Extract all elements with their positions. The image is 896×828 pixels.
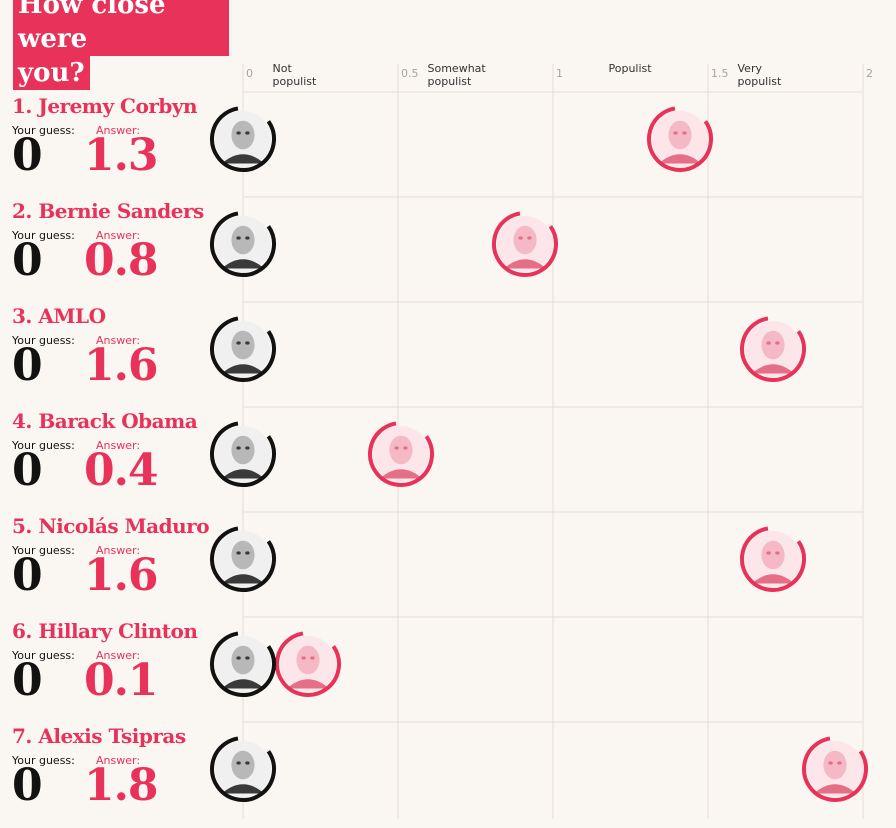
row-label: 4. Barack Obama Your guess: Answer: 0 0.4 (12, 409, 212, 513)
answer-value: 0.8 (84, 235, 159, 286)
person-name: 3. AMLO (12, 304, 106, 328)
answer-value: 1.8 (84, 760, 159, 811)
x-tick-label: 2 (866, 67, 873, 80)
row-label: 5. Nicolás Maduro Your guess: Answer: 0 1.6 (12, 514, 212, 618)
category-label: Populist (609, 62, 653, 75)
guess-marker (210, 211, 276, 277)
rank: 2. (12, 199, 32, 223)
name-text: Nicolás Maduro (38, 514, 210, 538)
answer-marker (647, 106, 713, 172)
person-name: 1. Jeremy Corbyn (12, 94, 197, 118)
rank: 3. (12, 304, 32, 328)
row-label: 2. Bernie Sanders Your guess: Answer: 0 0.8 (12, 199, 212, 303)
guess-marker (210, 106, 276, 172)
guess-marker (210, 526, 276, 592)
guess-value: 0 (12, 550, 43, 601)
guess-value: 0 (12, 655, 43, 706)
guess-value: 0 (12, 340, 43, 391)
guess-value: 0 (12, 235, 43, 286)
answer-marker (740, 316, 806, 382)
rank: 7. (12, 724, 32, 748)
row-label: 1. Jeremy Corbyn Your guess: Answer: 0 1.3 (12, 94, 212, 198)
title-line-2: you? (13, 56, 90, 90)
guess-value: 0 (12, 445, 43, 496)
guess-value: 0 (12, 130, 43, 181)
answer-label: Answer: (96, 649, 141, 662)
person-name: 4. Barack Obama (12, 409, 198, 433)
guess-marker (210, 736, 276, 802)
guess-value: 0 (12, 760, 43, 811)
category-label: Not populist (273, 62, 318, 88)
answer-marker (275, 631, 341, 697)
your-guess-label: Your guess: (12, 124, 75, 137)
x-tick-label: 1.5 (711, 67, 729, 80)
answer-value: 1.6 (84, 340, 159, 391)
answer-label: Answer: (96, 124, 141, 137)
row-label: 7. Alexis Tsipras Your guess: Answer: 0 1.8 (12, 724, 212, 828)
person-name: 2. Bernie Sanders (12, 199, 204, 223)
name-text: AMLO (38, 304, 106, 328)
category-label: Very populist (738, 62, 783, 88)
answer-label: Answer: (96, 229, 141, 242)
answer-value: 0.1 (84, 655, 159, 706)
name-text: Hillary Clinton (38, 619, 198, 643)
answer-label: Answer: (96, 334, 141, 347)
name-text: Alexis Tsipras (38, 724, 186, 748)
guess-marker (210, 316, 276, 382)
person-name: 6. Hillary Clinton (12, 619, 198, 643)
answer-marker (368, 421, 434, 487)
answer-label: Answer: (96, 544, 141, 557)
x-tick-label: 1 (556, 67, 563, 80)
your-guess-label: Your guess: (12, 334, 75, 347)
category-label: Somewhat populist (428, 62, 487, 88)
answer-value: 0.4 (84, 445, 159, 496)
your-guess-label: Your guess: (12, 544, 75, 557)
name-text: Jeremy Corbyn (38, 94, 197, 118)
row-label: 6. Hillary Clinton Your guess: Answer: 0 0.1 (12, 619, 212, 723)
answer-label: Answer: (96, 439, 141, 452)
guess-marker (210, 421, 276, 487)
your-guess-label: Your guess: (12, 439, 75, 452)
x-tick-label: 0.5 (401, 67, 419, 80)
answer-label: Answer: (96, 754, 141, 767)
person-name: 5. Nicolás Maduro (12, 514, 210, 538)
rank: 4. (12, 409, 32, 433)
rank: 6. (12, 619, 32, 643)
name-text: Bernie Sanders (38, 199, 204, 223)
row-label: 3. AMLO Your guess: Answer: 0 1.6 (12, 304, 212, 408)
person-name: 7. Alexis Tsipras (12, 724, 186, 748)
answer-marker (802, 736, 868, 802)
answer-value: 1.3 (84, 130, 159, 181)
your-guess-label: Your guess: (12, 229, 75, 242)
answer-value: 1.6 (84, 550, 159, 601)
title-line-1: How close were (13, 0, 229, 56)
chart-title: How close were you? (13, 0, 229, 90)
answer-marker (740, 526, 806, 592)
guess-marker (210, 631, 276, 697)
x-tick-label: 0 (246, 67, 253, 80)
rank: 5. (12, 514, 32, 538)
rank: 1. (12, 94, 32, 118)
your-guess-label: Your guess: (12, 754, 75, 767)
your-guess-label: Your guess: (12, 649, 75, 662)
answer-marker (492, 211, 558, 277)
name-text: Barack Obama (38, 409, 198, 433)
